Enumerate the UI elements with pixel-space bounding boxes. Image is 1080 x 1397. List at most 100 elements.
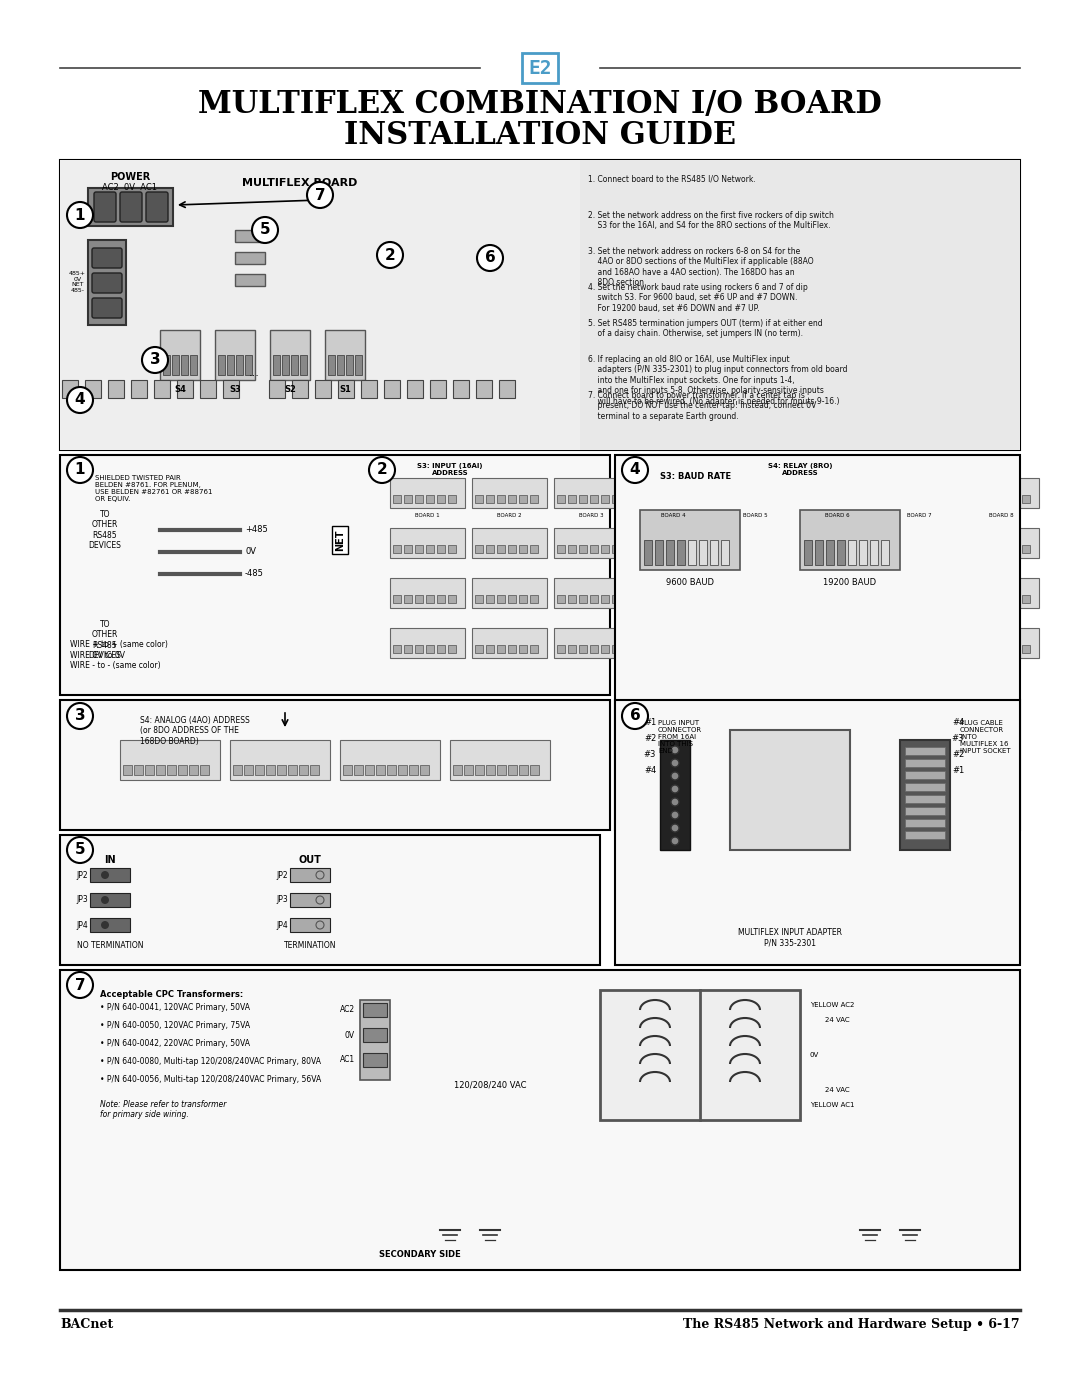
Circle shape [377,242,403,268]
Text: 2. Set the network address on the first five rockers of dip switch
    S3 for th: 2. Set the network address on the first … [588,211,834,231]
FancyBboxPatch shape [660,740,690,849]
FancyBboxPatch shape [579,495,588,503]
FancyBboxPatch shape [721,495,729,503]
FancyBboxPatch shape [882,478,957,509]
FancyBboxPatch shape [291,868,330,882]
Text: S4: RELAY (8RO)
ADDRESS: S4: RELAY (8RO) ADDRESS [768,462,833,476]
FancyBboxPatch shape [600,495,609,503]
FancyBboxPatch shape [62,380,78,398]
FancyBboxPatch shape [393,495,401,503]
FancyBboxPatch shape [800,629,875,658]
FancyBboxPatch shape [486,545,494,553]
FancyBboxPatch shape [404,495,411,503]
FancyBboxPatch shape [415,545,423,553]
Text: BOARD 1: BOARD 1 [415,513,440,518]
FancyBboxPatch shape [600,645,609,652]
FancyBboxPatch shape [486,495,494,503]
FancyBboxPatch shape [409,766,418,775]
Circle shape [622,457,648,483]
FancyBboxPatch shape [929,545,937,553]
FancyBboxPatch shape [557,545,565,553]
Circle shape [671,798,679,806]
Text: BACnet: BACnet [60,1317,113,1331]
FancyBboxPatch shape [929,495,937,503]
FancyBboxPatch shape [672,645,680,652]
FancyBboxPatch shape [885,595,893,604]
FancyBboxPatch shape [836,645,843,652]
FancyBboxPatch shape [905,795,945,803]
FancyBboxPatch shape [60,455,610,694]
Text: 0V: 0V [810,1052,820,1058]
FancyBboxPatch shape [636,528,711,557]
FancyBboxPatch shape [390,629,465,658]
FancyBboxPatch shape [825,645,833,652]
Text: YELLOW AC2: YELLOW AC2 [810,1002,854,1009]
FancyBboxPatch shape [288,766,297,775]
Text: • P/N 640-0041, 120VAC Primary, 50VA: • P/N 640-0041, 120VAC Primary, 50VA [100,1003,249,1011]
FancyBboxPatch shape [519,495,527,503]
FancyBboxPatch shape [743,595,751,604]
FancyBboxPatch shape [672,545,680,553]
FancyBboxPatch shape [1011,545,1020,553]
Text: #2: #2 [644,733,657,743]
FancyBboxPatch shape [85,380,102,398]
Text: The RS485 Network and Hardware Setup • 6-17: The RS485 Network and Hardware Setup • 6… [684,1317,1020,1331]
FancyBboxPatch shape [636,629,711,658]
Text: 2: 2 [377,462,388,478]
FancyBboxPatch shape [672,595,680,604]
FancyBboxPatch shape [476,380,492,398]
FancyBboxPatch shape [475,595,483,604]
FancyBboxPatch shape [661,595,669,604]
Text: 19200 BAUD: 19200 BAUD [823,578,877,587]
FancyBboxPatch shape [814,495,822,503]
FancyBboxPatch shape [905,807,945,814]
FancyBboxPatch shape [940,495,948,503]
Text: MULTIFLEX COMBINATION I/O BOARD: MULTIFLEX COMBINATION I/O BOARD [198,89,882,120]
FancyBboxPatch shape [825,545,833,553]
FancyBboxPatch shape [448,495,456,503]
Circle shape [67,387,93,414]
FancyBboxPatch shape [1022,595,1030,604]
FancyBboxPatch shape [437,545,445,553]
FancyBboxPatch shape [732,645,740,652]
FancyBboxPatch shape [160,330,200,380]
FancyBboxPatch shape [882,528,957,557]
Text: 24 VAC: 24 VAC [825,1087,850,1092]
FancyBboxPatch shape [453,380,469,398]
Text: • P/N 640-0080, Multi-tap 120/208/240VAC Primary, 80VA: • P/N 640-0080, Multi-tap 120/208/240VAC… [100,1058,321,1066]
Text: BOARD 4: BOARD 4 [661,513,686,518]
FancyBboxPatch shape [87,189,173,226]
Text: • P/N 640-0042, 220VAC Primary, 50VA: • P/N 640-0042, 220VAC Primary, 50VA [100,1039,249,1048]
FancyBboxPatch shape [661,495,669,503]
FancyBboxPatch shape [245,355,252,374]
Text: 9600 BAUD: 9600 BAUD [666,578,714,587]
FancyBboxPatch shape [343,766,352,775]
FancyBboxPatch shape [612,545,620,553]
FancyBboxPatch shape [399,766,407,775]
FancyBboxPatch shape [885,495,893,503]
FancyBboxPatch shape [426,545,434,553]
FancyBboxPatch shape [163,355,170,374]
FancyBboxPatch shape [200,380,216,398]
Text: MULTIFLEX BOARD: MULTIFLEX BOARD [242,177,357,189]
Text: AC1: AC1 [340,1056,355,1065]
FancyBboxPatch shape [683,595,691,604]
FancyBboxPatch shape [815,541,823,564]
FancyBboxPatch shape [721,595,729,604]
FancyBboxPatch shape [486,595,494,604]
FancyBboxPatch shape [814,545,822,553]
FancyBboxPatch shape [718,478,793,509]
Text: AC2: AC2 [340,1006,355,1014]
FancyBboxPatch shape [337,355,345,374]
FancyBboxPatch shape [743,545,751,553]
FancyBboxPatch shape [754,595,762,604]
FancyBboxPatch shape [486,645,494,652]
FancyBboxPatch shape [694,645,702,652]
FancyBboxPatch shape [777,645,784,652]
FancyBboxPatch shape [472,478,546,509]
FancyBboxPatch shape [508,495,516,503]
FancyBboxPatch shape [90,893,130,907]
FancyBboxPatch shape [847,645,855,652]
Text: IN: IN [104,855,116,865]
Text: JP4: JP4 [276,921,288,929]
